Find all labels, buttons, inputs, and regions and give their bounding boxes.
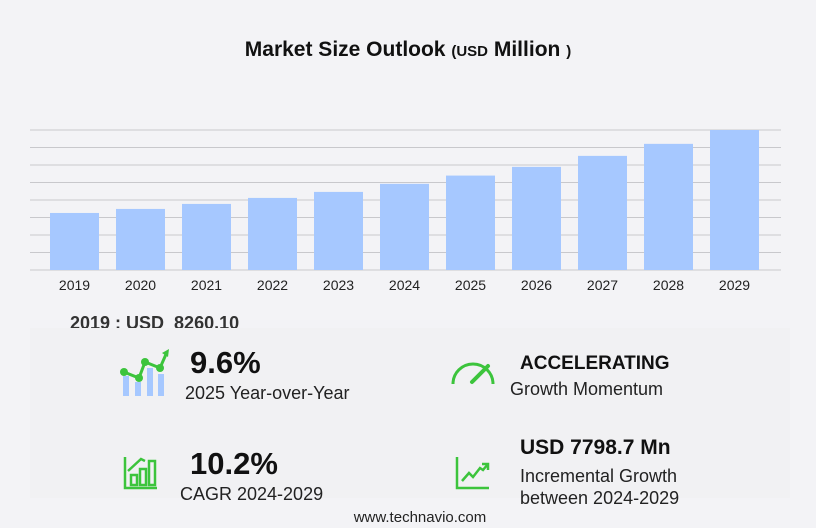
bar-2025	[446, 175, 495, 270]
x-tick-label: 2023	[323, 277, 354, 293]
title-unit-rest: Million	[493, 38, 561, 61]
x-tick-label: 2024	[389, 277, 420, 293]
momentum-label: Growth Momentum	[510, 379, 664, 399]
yoy-value: 9.6%	[190, 345, 261, 380]
bar-2024	[380, 183, 429, 270]
title-unit: USD	[456, 43, 489, 60]
x-tick-label: 2019	[59, 277, 90, 293]
incremental-value: USD 7798.7 Mn	[520, 436, 671, 459]
bar-2028	[644, 143, 693, 270]
momentum-value: ACCELERATING	[520, 353, 670, 374]
incremental-period: between 2024-2029	[520, 488, 680, 508]
x-tick-label: 2025	[455, 277, 486, 293]
x-tick-label: 2021	[191, 277, 222, 293]
chart-title: Market Size Outlook (USD Million )	[0, 38, 816, 62]
stats-panel	[30, 328, 790, 498]
bar-2029	[710, 130, 759, 270]
speedometer-icon	[451, 362, 495, 385]
yoy-label: 2025 Year-over-Year	[185, 383, 350, 403]
title-paren: )	[566, 43, 572, 60]
bar-2019	[50, 212, 99, 270]
bar-chart: 2019 2020 2021 2022 2023 2024 2025 2026 2027 2028…	[30, 129, 781, 293]
bar-2027	[578, 155, 627, 270]
incremental-label: Incremental Growth	[520, 466, 678, 486]
bar-line-growth-icon	[120, 349, 169, 396]
x-tick-label: 2020	[125, 277, 156, 293]
x-tick-label: 2026	[521, 277, 552, 293]
bar-2022	[248, 197, 297, 270]
title-main: Market Size Outlook	[244, 38, 446, 61]
title-paren: (	[451, 43, 457, 60]
bar-chart-growth-icon	[123, 457, 157, 490]
bar-2021	[182, 203, 231, 270]
cagr-value: 10.2%	[190, 446, 278, 481]
x-tick-label: 2022	[257, 277, 288, 293]
bar-2026	[512, 166, 561, 270]
bar-2023	[314, 191, 363, 270]
cagr-label: CAGR 2024-2029	[180, 484, 324, 504]
x-tick-label: 2028	[653, 277, 684, 293]
bar-2020	[116, 208, 165, 270]
x-tick-label: 2029	[719, 277, 750, 293]
trend-line-icon	[455, 457, 490, 490]
footer-url: www.technavio.com	[353, 509, 487, 526]
x-tick-label: 2027	[587, 277, 618, 293]
